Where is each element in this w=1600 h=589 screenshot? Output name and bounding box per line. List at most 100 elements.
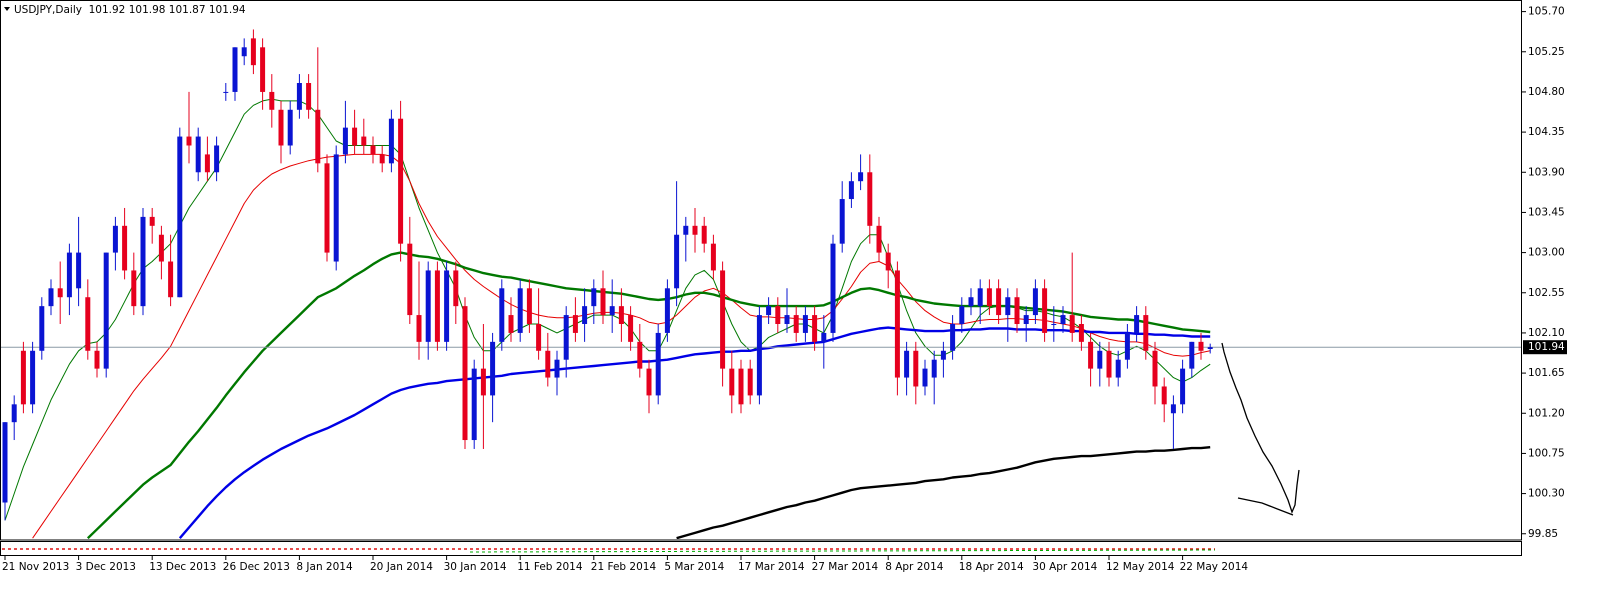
candle-body	[738, 368, 744, 405]
candle-body	[1152, 350, 1158, 387]
candle-body	[526, 288, 532, 324]
x-tick-label: 30 Jan 2014	[444, 561, 507, 573]
candle-body	[545, 350, 551, 378]
title-triangle	[4, 7, 10, 11]
candle-body	[361, 136, 367, 146]
candle-body	[287, 109, 293, 146]
y-tick-label: 104.35	[1528, 126, 1565, 138]
candle-body	[959, 306, 965, 324]
x-tick-label: 12 May 2014	[1106, 561, 1175, 573]
y-tick-label: 101.20	[1528, 407, 1565, 419]
candle-body	[775, 306, 781, 324]
candle-body	[112, 225, 118, 253]
candle-body	[269, 91, 275, 110]
candle-body	[122, 225, 128, 271]
candle-body	[664, 288, 670, 333]
candle-body	[1014, 297, 1020, 324]
candle-body	[168, 261, 174, 298]
y-tick-label: 101.65	[1528, 367, 1565, 379]
candle-body	[1115, 359, 1121, 378]
candle-body	[996, 288, 1002, 316]
candle-body	[149, 216, 155, 226]
candle-body	[572, 315, 578, 333]
candle-body	[508, 315, 514, 333]
y-tick-label: 102.10	[1528, 327, 1565, 339]
candle-body	[536, 324, 542, 351]
candle-body	[471, 368, 477, 441]
candle-body	[195, 136, 201, 173]
candle-body	[2, 422, 8, 503]
candle-body	[1106, 350, 1112, 378]
candle-body	[1032, 288, 1038, 316]
candle-body	[848, 181, 854, 200]
hand-drawn-projection	[1221, 342, 1300, 516]
candle-body	[692, 225, 698, 235]
candle-body	[977, 288, 983, 307]
candle-body	[793, 315, 799, 333]
candle-body	[683, 225, 689, 235]
y-tick-label: 103.00	[1528, 247, 1565, 259]
candle-body	[11, 404, 17, 423]
candle-body	[1078, 324, 1084, 342]
y-tick-label: 104.80	[1528, 86, 1565, 98]
candle-body	[628, 315, 634, 342]
candle-body	[388, 118, 394, 164]
candle-body	[103, 252, 109, 369]
candle-body	[94, 350, 100, 369]
candle-body	[1060, 315, 1066, 324]
candle-body	[876, 225, 882, 253]
candle-body	[747, 368, 753, 396]
y-tick-label: 99.85	[1528, 528, 1558, 540]
candle-body	[940, 350, 946, 360]
candle-body	[1189, 341, 1195, 369]
candle-body	[57, 288, 63, 298]
y-tick-label: 103.45	[1528, 206, 1565, 218]
x-tick-label: 26 Dec 2013	[223, 561, 290, 573]
y-tick-label: 100.75	[1528, 447, 1565, 459]
candle-body	[352, 127, 358, 146]
candle-body	[618, 306, 624, 324]
candle-body	[830, 243, 836, 333]
candle-body	[453, 270, 459, 307]
candle-body	[379, 154, 385, 164]
moving-average-line	[676, 446, 1211, 539]
x-tick-label: 8 Jan 2014	[296, 561, 353, 573]
candle-body	[241, 47, 247, 57]
candle-body	[416, 315, 422, 342]
plot-area	[1, 29, 1521, 539]
x-tick-label: 22 May 2014	[1180, 561, 1249, 573]
x-tick-label: 20 Jan 2014	[370, 561, 433, 573]
x-tick-label: 27 Mar 2014	[812, 561, 879, 573]
candle-body	[674, 234, 680, 289]
candle-body	[812, 315, 818, 342]
candle-body	[1069, 315, 1075, 333]
candle-body	[434, 270, 440, 342]
x-tick-label: 17 Mar 2014	[738, 561, 805, 573]
candle-body	[720, 270, 726, 369]
candle-body	[490, 341, 496, 396]
candle-body	[646, 368, 652, 396]
candle-body	[1023, 315, 1029, 324]
candle-body	[76, 252, 82, 289]
candle-body	[904, 350, 910, 378]
candle-body	[48, 288, 54, 307]
candle-body	[1161, 386, 1167, 405]
candle-body	[66, 252, 72, 298]
candle-body	[204, 154, 210, 173]
x-tick-label: 11 Feb 2014	[517, 561, 583, 573]
candle-body	[1134, 315, 1140, 333]
candle-body	[913, 350, 919, 387]
y-tick-label: 100.30	[1528, 488, 1565, 500]
candle-body	[582, 306, 588, 324]
candle-body	[306, 83, 312, 110]
candle-body	[517, 288, 523, 333]
candle-body	[1097, 350, 1103, 369]
last-price-box	[1523, 340, 1567, 355]
plot-frame	[0, 0, 1522, 541]
y-tick-label: 102.55	[1528, 287, 1565, 299]
x-tick-label: 21 Nov 2013	[2, 561, 69, 573]
candle-body	[186, 136, 192, 146]
